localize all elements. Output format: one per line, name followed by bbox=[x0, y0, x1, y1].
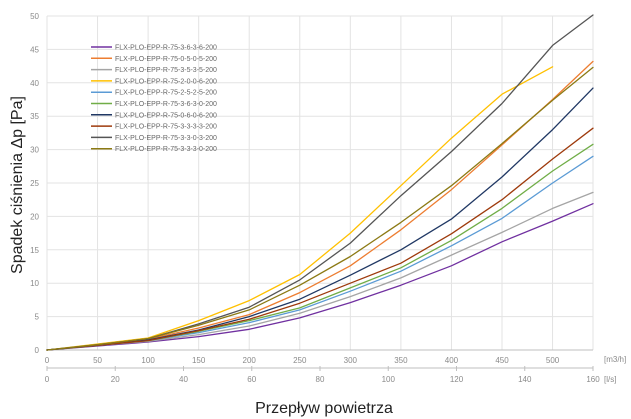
legend-entry: FLX-PLO-EPP-R-75-2-5-2-5-200 bbox=[115, 90, 217, 97]
x-secondary-tick-label: 0 bbox=[45, 375, 50, 384]
y-tick-label: 45 bbox=[30, 45, 39, 54]
x-tick-label: 250 bbox=[293, 356, 307, 365]
x-secondary-tick-label: 160 bbox=[586, 375, 600, 384]
x-secondary-tick-label: 60 bbox=[247, 375, 256, 384]
y-tick-label: 10 bbox=[30, 279, 39, 288]
x-axis-label: Przepływ powietrza bbox=[255, 400, 393, 417]
legend-entry: FLX-PLO-EPP-R-75-0-5-0-5-200 bbox=[115, 56, 217, 63]
x-tick-label: 400 bbox=[445, 356, 459, 365]
y-axis-label: Spadek ciśnienia Δp [Pa] bbox=[9, 96, 26, 274]
x-tick-label: 100 bbox=[141, 356, 155, 365]
legend-entry: FLX-PLO-EPP-R-75-3-3-3-3-200 bbox=[115, 124, 217, 131]
axes bbox=[47, 349, 593, 369]
x-secondary-tick-label: 80 bbox=[316, 375, 325, 384]
series-line-1 bbox=[46, 203, 594, 351]
x-tick-label: 0 bbox=[45, 356, 50, 365]
y-tick-label: 25 bbox=[30, 179, 39, 188]
y-tick-label: 50 bbox=[30, 12, 39, 21]
x-tick-label: 300 bbox=[344, 356, 358, 365]
legend: FLX-PLO-EPP-R-75-3-6-3-6-200 FLX-PLO-EPP-… bbox=[91, 45, 217, 153]
legend-entry: FLX-PLO-EPP-R-75-3-6-3-0-200 bbox=[115, 101, 217, 108]
x-secondary-unit: [l/s] bbox=[604, 375, 616, 384]
y-tick-label: 35 bbox=[30, 112, 39, 121]
legend-entry: FLX-PLO-EPP-R-75-2-0-0-6-200 bbox=[115, 78, 217, 85]
series-lines bbox=[46, 14, 594, 351]
y-tick-label: 40 bbox=[30, 79, 39, 88]
series-line-5 bbox=[46, 155, 594, 351]
x-secondary-tick-label: 40 bbox=[179, 375, 188, 384]
x-primary-unit: [m3/h] bbox=[604, 355, 626, 364]
x-secondary-tick-labels: 0 20 40 60 80 100 120 140 160 bbox=[45, 366, 600, 384]
x-tick-label: 450 bbox=[495, 356, 509, 365]
x-tick-label: 50 bbox=[93, 356, 102, 365]
x-tick-label: 500 bbox=[546, 356, 560, 365]
y-tick-label: 20 bbox=[30, 212, 39, 221]
legend-entry: FLX-PLO-EPP-R-75-3-3-3-0-200 bbox=[115, 146, 217, 153]
series-line-6 bbox=[46, 143, 594, 351]
legend-entry: FLX-PLO-EPP-R-75-0-6-0-6-200 bbox=[115, 112, 217, 119]
x-secondary-tick-label: 20 bbox=[111, 375, 120, 384]
series-line-10 bbox=[46, 66, 594, 351]
series-line-8 bbox=[46, 127, 594, 351]
x-secondary-tick-label: 100 bbox=[382, 375, 396, 384]
legend-entry: FLX-PLO-EPP-R-75-3-6-3-6-200 bbox=[115, 45, 217, 52]
x-secondary-tick-label: 120 bbox=[450, 375, 464, 384]
x-tick-labels: 0 50 100 150 200 250 300 350 400 450 500 bbox=[45, 356, 560, 365]
y-tick-label: 5 bbox=[35, 313, 40, 322]
y-tick-labels: 0 5 10 15 20 25 30 35 40 45 50 bbox=[30, 12, 39, 355]
legend-entry: FLX-PLO-EPP-R-75-3-5-3-5-200 bbox=[115, 67, 217, 74]
x-tick-label: 350 bbox=[394, 356, 408, 365]
legend-entry: FLX-PLO-EPP-R-75-3-3-0-3-200 bbox=[115, 135, 217, 142]
x-tick-label: 150 bbox=[192, 356, 206, 365]
x-secondary-tick-label: 140 bbox=[518, 375, 532, 384]
y-tick-label: 0 bbox=[35, 346, 40, 355]
x-tick-label: 200 bbox=[243, 356, 257, 365]
y-tick-label: 30 bbox=[30, 146, 39, 155]
y-tick-label: 15 bbox=[30, 246, 39, 255]
grid bbox=[46, 15, 594, 351]
